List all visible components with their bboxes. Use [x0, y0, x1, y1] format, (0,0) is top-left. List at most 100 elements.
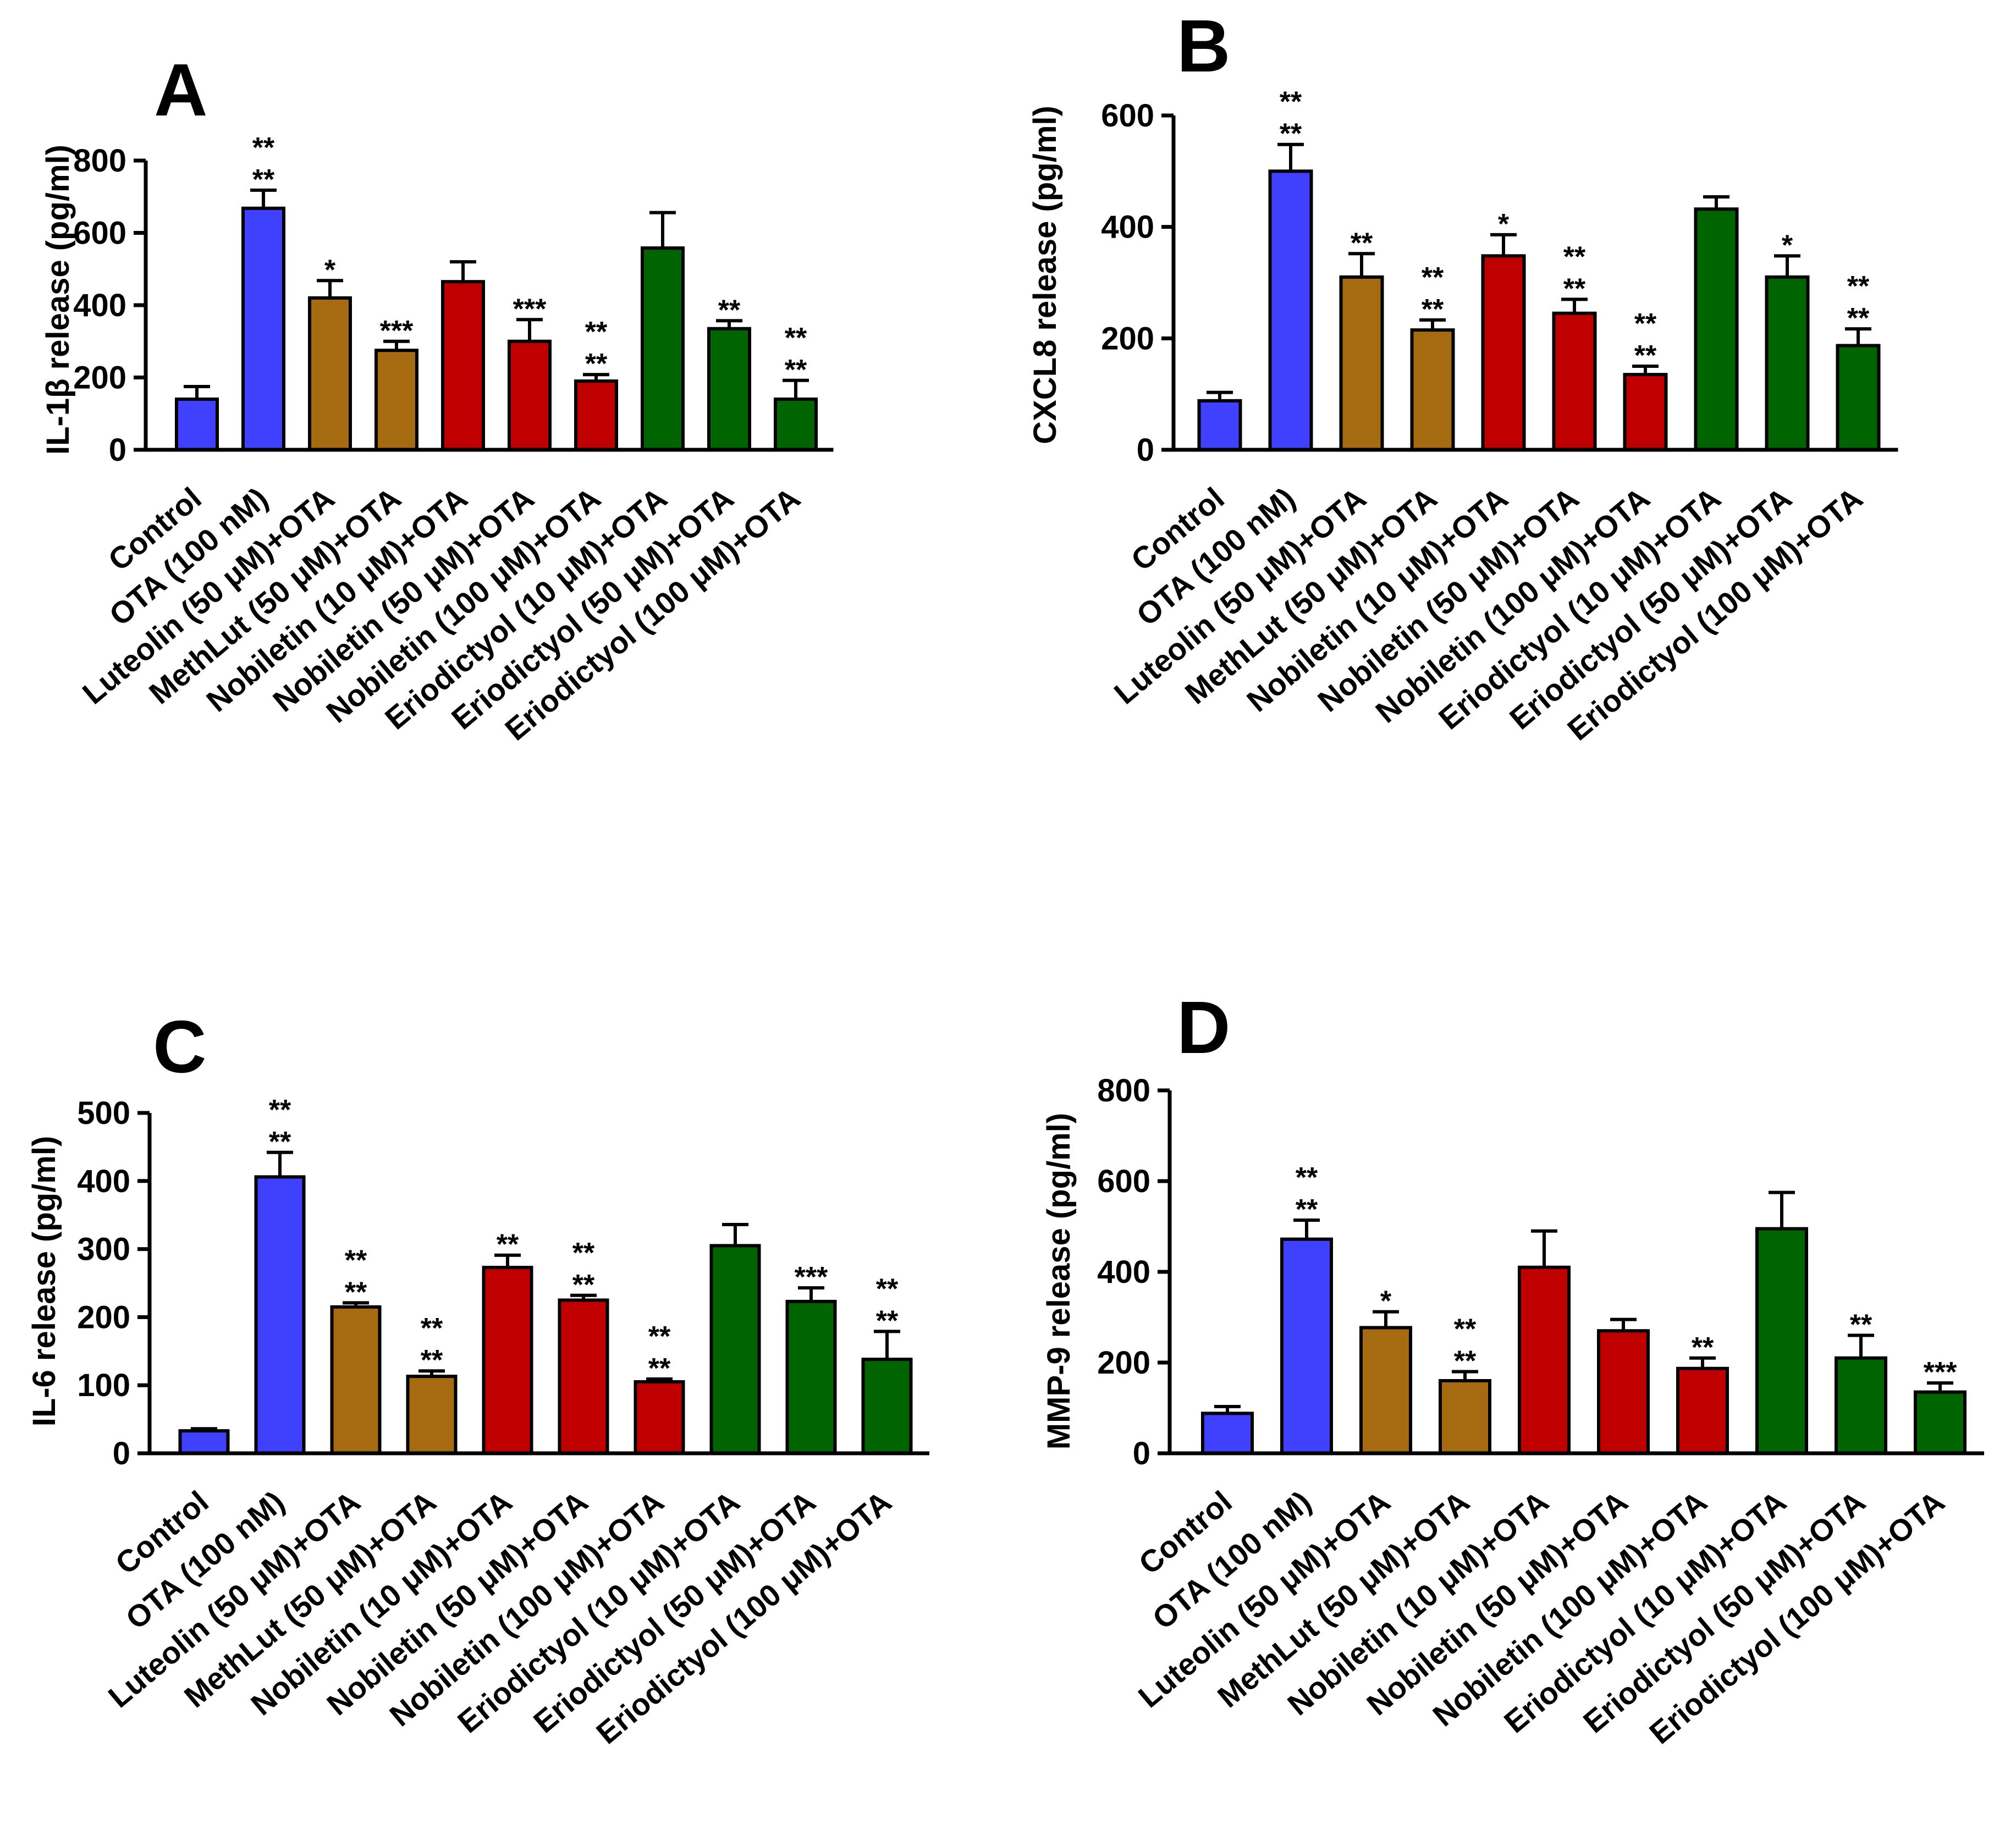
bar-a-5 [508, 339, 552, 451]
bar-c-3 [406, 1375, 458, 1455]
significance-label-a-8: ** [718, 294, 741, 326]
bar-d-9 [1914, 1390, 1967, 1455]
bar-b-3 [1410, 328, 1455, 452]
significance-label-c-2: ** ** [345, 1244, 367, 1308]
bar-c-5 [558, 1298, 609, 1455]
bar-b-7 [1694, 207, 1739, 451]
bar-c-4 [482, 1266, 533, 1455]
y-tick-label-a-4: 800 [73, 143, 126, 179]
bar-a-0 [175, 397, 219, 452]
error-bar-a-9 [783, 378, 809, 399]
error-bar-d-0 [1214, 1405, 1241, 1414]
bar-b-8 [1765, 275, 1810, 451]
error-bar-b-0 [1207, 390, 1233, 401]
significance-label-a-1: ** ** [252, 132, 275, 196]
bar-b-0 [1197, 399, 1242, 451]
bar-c-9 [861, 1358, 913, 1455]
y-axis-title-b: CXCL8 release (pg/ml) [1027, 106, 1063, 444]
y-tick-label-c-5: 500 [77, 1095, 130, 1131]
bar-b-1 [1268, 169, 1313, 451]
y-tick-label-d-2: 400 [1097, 1254, 1150, 1290]
bar-c-2 [330, 1305, 382, 1455]
bar-a-2 [308, 296, 352, 451]
bar-a-9 [774, 397, 818, 452]
significance-label-d-3: ** ** [1454, 1314, 1477, 1377]
bar-a-3 [374, 349, 418, 451]
panel-letter-a: A [154, 48, 208, 131]
significance-label-b-2: ** [1351, 227, 1373, 259]
y-axis-title-a: IL-1β release (pg/ml) [40, 145, 76, 455]
y-tick-label-d-3: 600 [1097, 1164, 1150, 1199]
error-bar-a-0 [184, 384, 210, 399]
error-bar-a-2 [317, 279, 343, 298]
significance-label-c-8: *** [795, 1261, 828, 1293]
error-bar-b-6 [1632, 365, 1659, 375]
y-tick-label-c-1: 100 [77, 1368, 130, 1403]
y-tick-label-a-1: 200 [73, 360, 126, 396]
error-bar-b-1 [1277, 142, 1304, 172]
y-tick-label-d-0: 0 [1133, 1436, 1150, 1471]
error-bar-a-6 [583, 373, 609, 382]
error-bar-c-4 [494, 1253, 521, 1268]
y-tick-label-b-0: 0 [1137, 432, 1154, 468]
significance-label-d-2: * [1380, 1286, 1392, 1317]
bar-d-1 [1280, 1237, 1333, 1455]
error-bar-b-9 [1845, 327, 1871, 346]
bar-b-2 [1339, 275, 1384, 451]
error-bar-b-7 [1703, 195, 1729, 209]
bar-d-0 [1201, 1412, 1254, 1455]
y-axis-title-d: MMP-9 release (pg/ml) [1041, 1113, 1077, 1449]
error-bar-a-1 [250, 188, 277, 208]
y-tick-label-c-4: 400 [77, 1164, 130, 1199]
bar-a-4 [441, 280, 485, 451]
error-bar-c-9 [874, 1330, 900, 1360]
error-bar-d-3 [1452, 1370, 1478, 1381]
bar-c-0 [178, 1429, 230, 1455]
bar-d-5 [1597, 1329, 1650, 1455]
significance-label-d-6: ** [1692, 1332, 1714, 1364]
significance-label-c-3: ** ** [421, 1313, 443, 1376]
error-bar-a-5 [516, 318, 543, 341]
bar-d-7 [1755, 1227, 1808, 1455]
bar-c-7 [709, 1244, 761, 1455]
error-bar-b-5 [1561, 297, 1588, 313]
error-bar-d-2 [1373, 1310, 1399, 1328]
bar-d-8 [1835, 1356, 1887, 1455]
significance-label-b-5: ** ** [1563, 241, 1586, 305]
error-bar-a-7 [649, 211, 676, 249]
bar-c-1 [254, 1175, 306, 1455]
bar-d-3 [1439, 1379, 1491, 1455]
y-tick-label-d-4: 800 [1097, 1073, 1150, 1109]
error-bar-c-3 [418, 1369, 445, 1377]
significance-label-b-3: ** ** [1422, 262, 1444, 326]
significance-label-a-9: ** ** [785, 322, 807, 386]
bar-b-4 [1481, 254, 1526, 451]
error-bar-b-3 [1419, 318, 1446, 330]
error-bar-d-1 [1293, 1218, 1320, 1239]
significance-label-a-6: ** ** [585, 316, 608, 380]
bar-a-6 [574, 379, 618, 452]
error-bar-a-8 [716, 319, 742, 329]
error-bar-a-4 [450, 260, 476, 282]
panel-c: C IL-6 release (pg/ml) Control** **OTA (1… [26, 1005, 929, 1751]
bar-b-6 [1623, 373, 1668, 452]
panel-letter-b: B [1177, 4, 1231, 87]
y-tick-label-b-3: 600 [1101, 98, 1154, 134]
error-bar-d-5 [1610, 1317, 1637, 1331]
panel-b: B CXCL8 release (pg/ml) Control** **OTA (… [1027, 4, 1898, 747]
significance-label-c-5: ** ** [572, 1237, 595, 1301]
y-tick-label-c-0: 0 [113, 1436, 130, 1471]
y-tick-label-b-1: 200 [1101, 321, 1154, 356]
significance-label-d-1: ** ** [1296, 1162, 1318, 1226]
error-bar-c-1 [267, 1150, 293, 1177]
y-tick-label-c-2: 200 [77, 1299, 130, 1335]
error-bar-a-3 [383, 339, 410, 351]
error-bar-c-8 [798, 1286, 824, 1302]
significance-label-a-2: * [324, 254, 336, 286]
significance-label-d-8: ** [1850, 1309, 1872, 1341]
panel-d: D MMP-9 release (pg/ml) Control** **OTA (… [1041, 986, 1984, 1751]
bar-a-8 [707, 327, 751, 451]
significance-label-b-4: * [1498, 208, 1510, 240]
significance-label-c-6: ** ** [648, 1321, 671, 1385]
